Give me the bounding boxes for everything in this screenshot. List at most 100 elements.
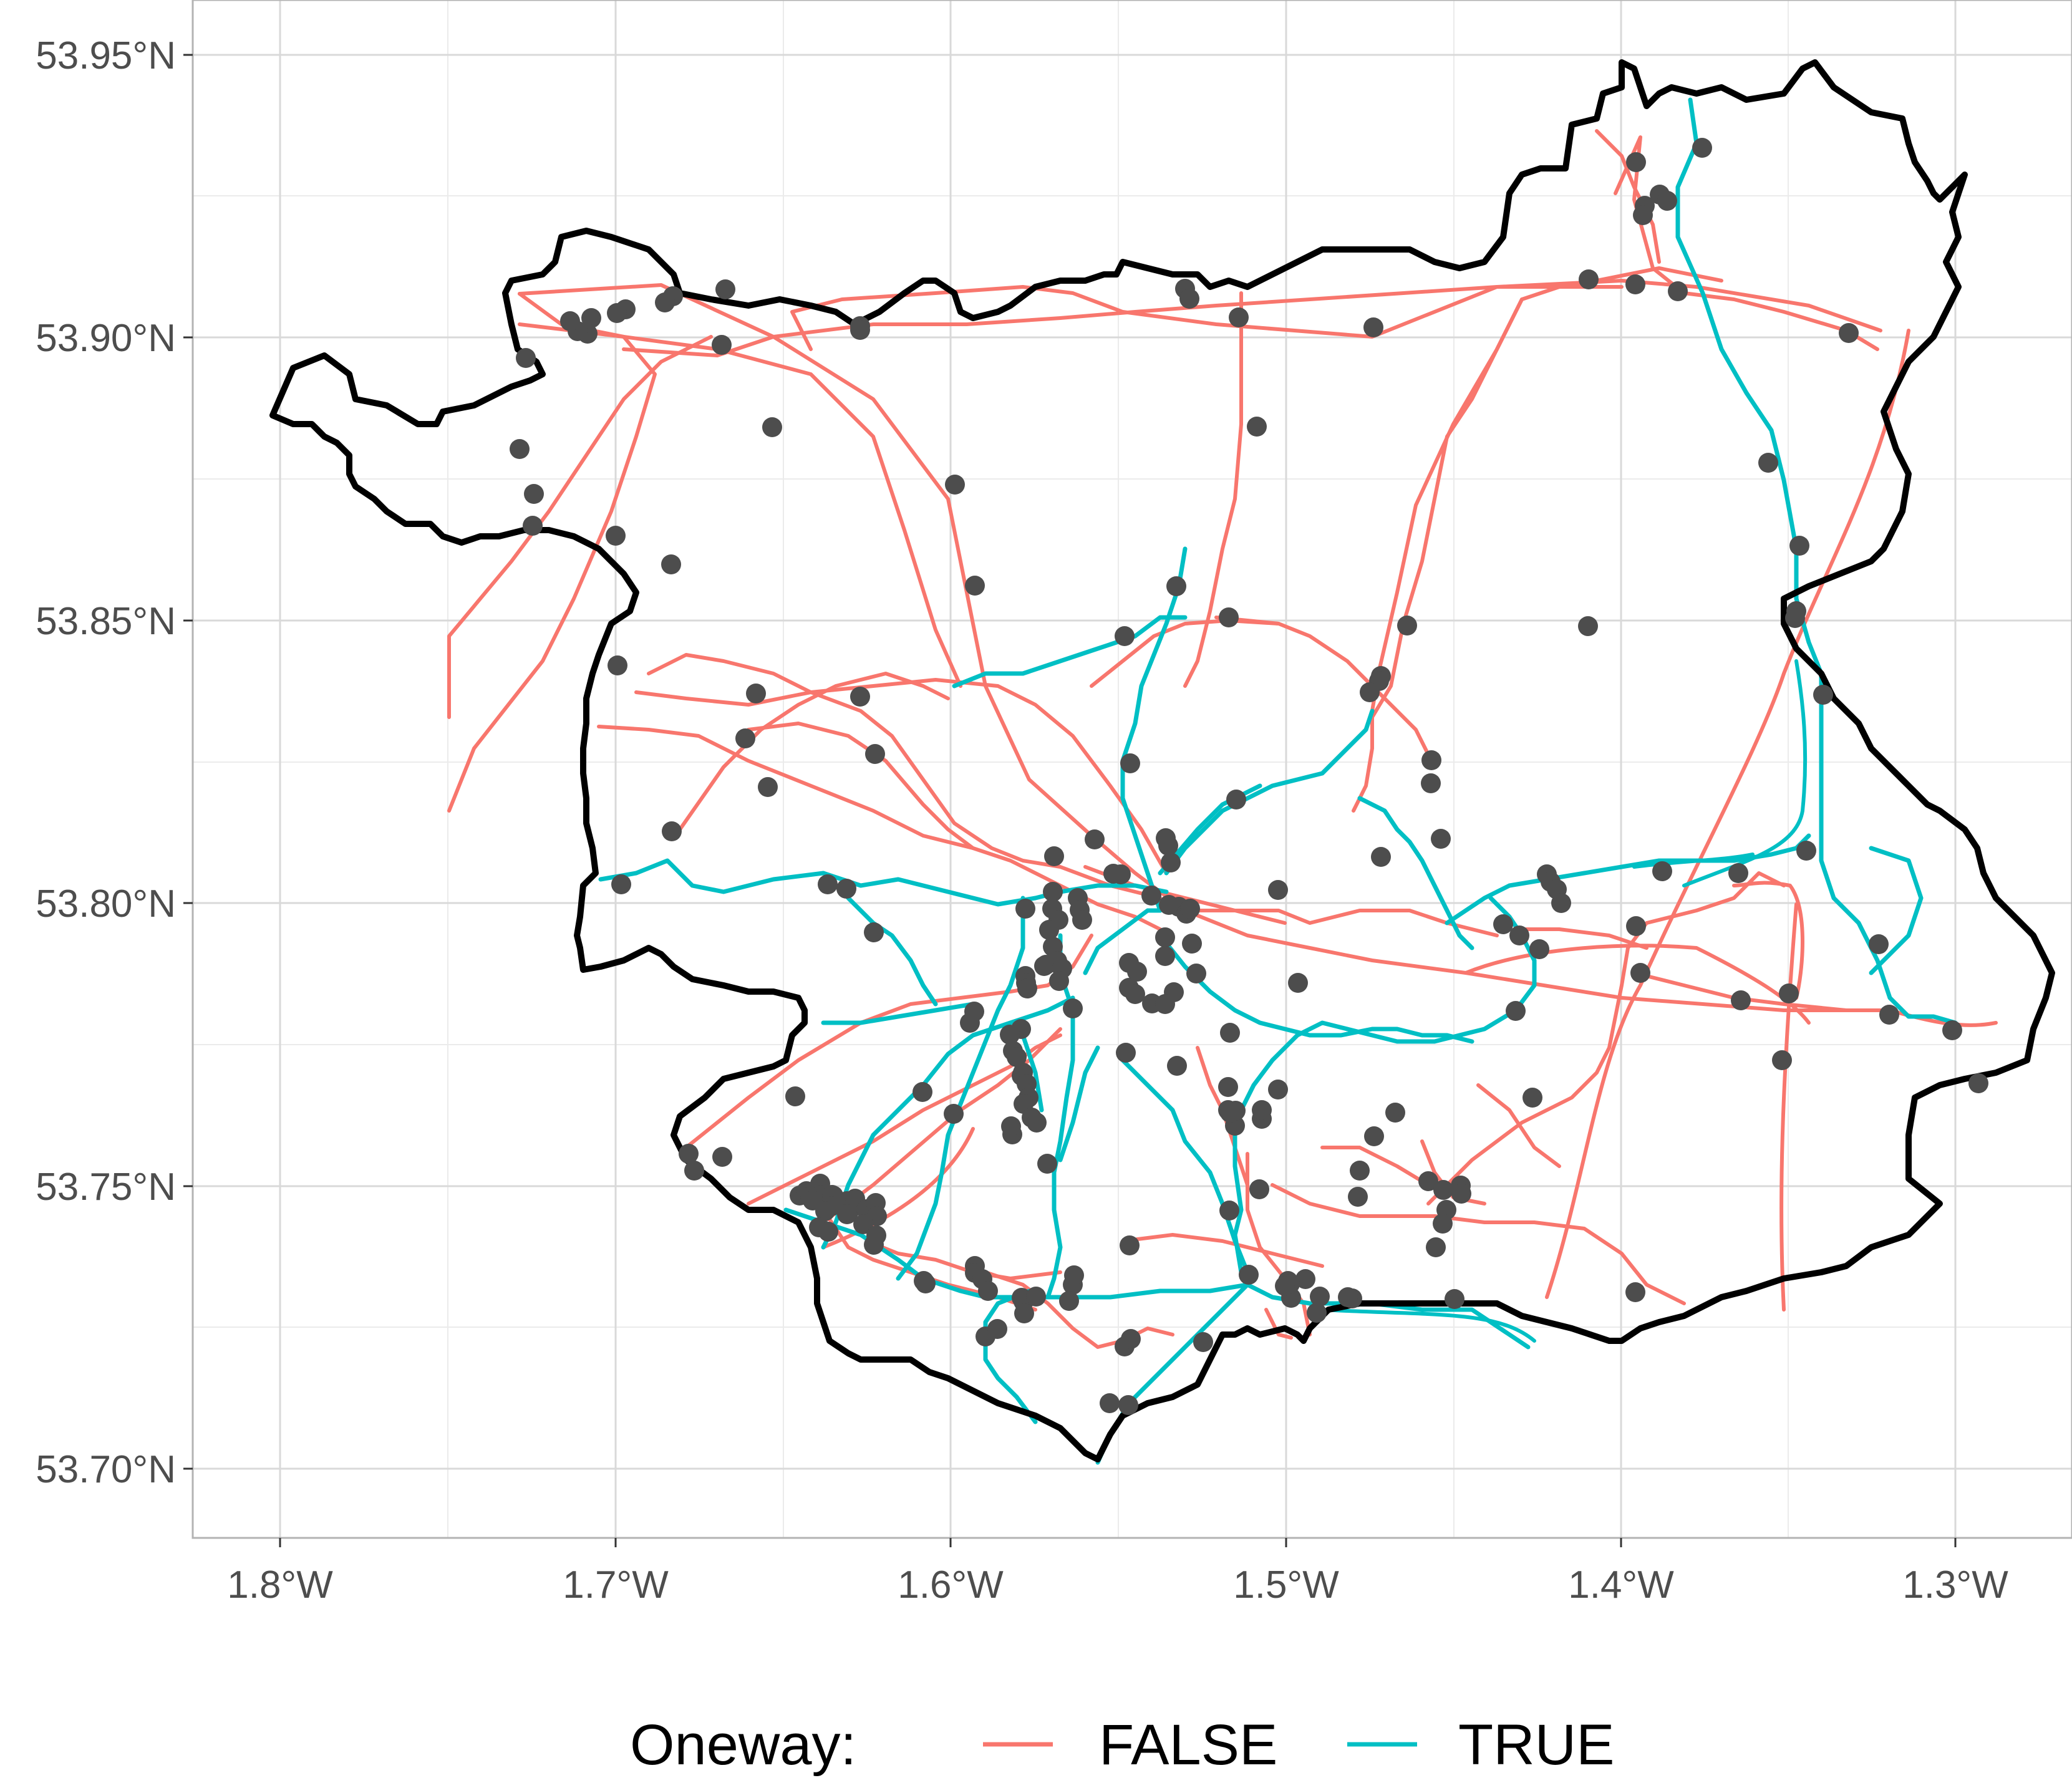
y-tick-label: 53.85°N <box>36 600 176 643</box>
junction-point <box>1180 899 1200 919</box>
junction-point <box>1307 1303 1327 1323</box>
junction-point <box>611 874 631 894</box>
road-false <box>984 1270 1174 1349</box>
y-tick-label: 53.75°N <box>36 1166 176 1209</box>
junction-point <box>1118 1395 1138 1415</box>
junction-point <box>712 1147 732 1167</box>
junction-point <box>965 576 985 596</box>
junction-point <box>1229 307 1249 327</box>
x-axis-labels: 1.8°W 1.7°W 1.6°W 1.5°W 1.4°W 1.3°W <box>227 1563 2008 1607</box>
junction-point <box>945 475 965 495</box>
junction-point <box>1063 998 1083 1018</box>
junction-point <box>1085 829 1105 849</box>
junction-point <box>679 1144 699 1164</box>
junction-point <box>1630 963 1650 983</box>
junction-point <box>1523 1088 1542 1108</box>
road-false <box>1183 291 1243 688</box>
junction-point <box>1879 1005 1899 1025</box>
junction-point <box>837 1204 857 1224</box>
road-false <box>518 322 962 688</box>
road-true <box>1083 908 1163 975</box>
junction-point <box>1350 1161 1370 1181</box>
y-tick-label: 53.95°N <box>36 34 176 77</box>
junction-point <box>1626 916 1646 936</box>
junction-point <box>1652 861 1672 881</box>
junction-point <box>1364 1126 1384 1146</box>
junction-point <box>1179 289 1199 309</box>
junction-point <box>1220 1103 1240 1123</box>
road-true <box>1120 546 1188 913</box>
road-false <box>1320 1146 1430 1187</box>
junction-point <box>524 484 544 504</box>
junction-point <box>607 303 627 323</box>
junction-point <box>1007 1047 1027 1067</box>
junction-point <box>1017 978 1037 998</box>
junction-point <box>1111 864 1131 884</box>
road-false <box>447 335 713 719</box>
road-true <box>1095 1282 1250 1465</box>
junction-point <box>1433 1180 1453 1200</box>
junction-point <box>1529 939 1549 959</box>
road-false <box>1595 129 1661 264</box>
x-axis-ticks <box>279 1538 1957 1547</box>
junction-point <box>785 1086 805 1106</box>
junction-point <box>864 922 884 942</box>
junction-point <box>581 308 601 328</box>
junction-point <box>1193 1332 1213 1352</box>
road-true <box>1045 933 1075 1300</box>
junction-point <box>655 292 675 312</box>
junction-point <box>684 1161 704 1181</box>
junction-point <box>1813 685 1833 705</box>
junction-point <box>960 1013 980 1033</box>
junction-point <box>1421 773 1441 793</box>
junction-point <box>1049 971 1069 991</box>
junction-point <box>762 417 782 437</box>
road-false <box>865 1239 1062 1280</box>
junction-point <box>1219 1201 1239 1220</box>
junction-point <box>1014 1303 1034 1323</box>
junction-point <box>1421 750 1441 770</box>
junction-point <box>913 1082 932 1102</box>
junction-point <box>608 655 627 675</box>
junction-point <box>1239 1265 1259 1285</box>
junction-point <box>661 554 681 574</box>
junction-point <box>1064 1265 1084 1285</box>
junction-point <box>1506 1001 1526 1021</box>
junction-point <box>1218 1077 1238 1097</box>
junction-point <box>1044 846 1064 866</box>
junction-point <box>715 279 735 299</box>
junction-point <box>1578 616 1598 636</box>
junction-point <box>1493 914 1513 934</box>
junction-point <box>1433 1214 1453 1234</box>
junction-point <box>944 1104 964 1124</box>
junction-point <box>1360 682 1380 702</box>
junction-point <box>1220 1023 1240 1043</box>
junction-point <box>1182 934 1202 954</box>
junction-point <box>1166 576 1186 596</box>
road-false <box>747 722 975 850</box>
junction-point <box>1155 994 1175 1014</box>
junction-point <box>1167 1056 1187 1076</box>
y-tick-label: 53.80°N <box>36 882 176 925</box>
junction-point <box>818 1222 838 1242</box>
junction-point <box>1509 925 1529 945</box>
junction-point <box>1059 1291 1079 1311</box>
road-false <box>678 672 950 831</box>
junction-point <box>1789 536 1809 556</box>
road-false <box>447 292 657 813</box>
junction-point <box>1015 899 1035 919</box>
road-true <box>1445 833 1811 925</box>
y-tick-label: 53.90°N <box>36 317 176 360</box>
junction-point <box>865 744 885 764</box>
road-true <box>1675 97 1958 1025</box>
junction-point <box>1155 927 1175 947</box>
junction-point <box>1785 608 1805 628</box>
junction-point <box>1268 880 1288 900</box>
junction-point <box>735 728 755 748</box>
road-false <box>622 279 1882 357</box>
junction-point <box>1371 847 1391 867</box>
road-false <box>1121 1233 1324 1268</box>
junction-point <box>1275 1276 1295 1296</box>
junction-point <box>1226 790 1246 809</box>
junction-point <box>864 1235 884 1255</box>
